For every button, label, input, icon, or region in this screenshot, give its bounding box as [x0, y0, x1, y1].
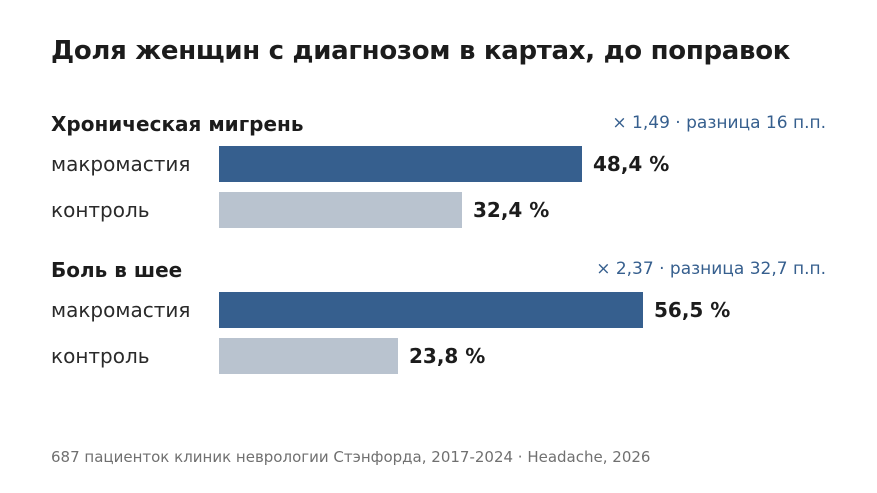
bar-value-label: 32,4 %: [473, 198, 550, 222]
bar-control: [219, 338, 398, 374]
bar-macromastia: [219, 292, 643, 328]
bar-value-label: 48,4 %: [593, 152, 670, 176]
group-comparison-note: × 1,49 · разница 16 п.п.: [612, 113, 826, 133]
group-comparison-note: × 2,37 · разница 32,7 п.п.: [596, 259, 826, 279]
category-label: макромастия: [51, 298, 191, 322]
bar-control: [219, 192, 462, 228]
source-footnote: 687 пациенток клиник неврологии Стэнфорд…: [51, 448, 651, 466]
bar-macromastia: [219, 146, 582, 182]
bar-value-label: 56,5 %: [654, 298, 731, 322]
category-label: контроль: [51, 344, 150, 368]
chart-title: Доля женщин с диагнозом в картах, до поп…: [51, 36, 791, 66]
group-title: Хроническая мигрень: [51, 112, 304, 136]
category-label: контроль: [51, 198, 150, 222]
bar-value-label: 23,8 %: [409, 344, 486, 368]
category-label: макромастия: [51, 152, 191, 176]
group-title: Боль в шее: [51, 258, 183, 282]
